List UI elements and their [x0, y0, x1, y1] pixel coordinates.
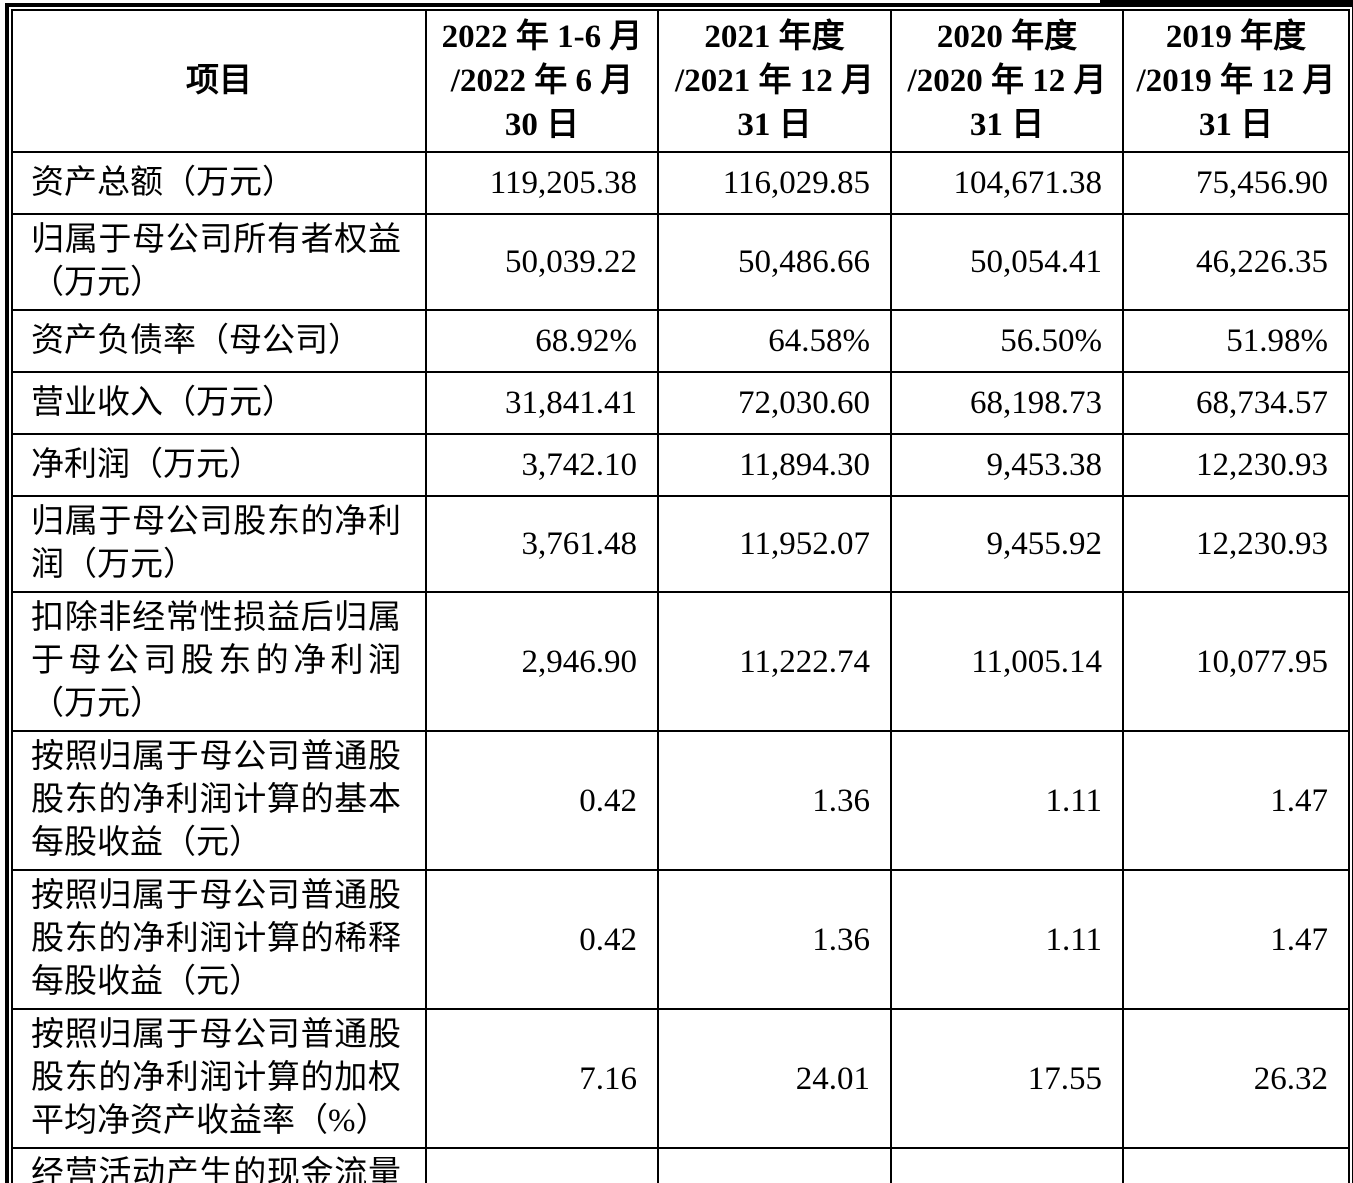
- value-cell: 0.42: [425, 730, 659, 871]
- value-cell: 1.11: [890, 730, 1124, 871]
- table-row-basic-eps: 按照归属于母公司普通股股东的净利润计算的基本每股收益（元） 0.42 1.36 …: [11, 730, 1350, 871]
- row-label: 按照归属于母公司普通股股东的净利润计算的稀释每股收益（元）: [11, 869, 427, 1010]
- header-period-2022: 2022 年 1-6 月 /2022 年 6 月 30 日: [425, 9, 659, 153]
- row-label: 归属于母公司股东的净利润（万元）: [11, 495, 427, 593]
- value-cell: 46,226.35: [1122, 213, 1350, 311]
- header-period-2021: 2021 年度 /2021 年 12 月 31 日: [657, 9, 892, 153]
- value-cell: 119,205.38: [425, 151, 659, 215]
- value-cell: 11,952.07: [657, 495, 892, 593]
- value-cell: 30,432.18: [890, 1147, 1124, 1183]
- value-cell: 26.32: [1122, 1008, 1350, 1149]
- value-cell: 15,613.51: [1122, 1147, 1350, 1183]
- value-cell: 68.92%: [425, 309, 659, 373]
- value-cell: 64.58%: [657, 309, 892, 373]
- value-cell: 1.36: [657, 869, 892, 1010]
- value-cell: 2,946.90: [425, 591, 659, 732]
- cropped-content-artifact: [1100, 0, 1353, 4]
- value-cell: 9,453.38: [890, 433, 1124, 497]
- value-cell: 7,609.77: [425, 1147, 659, 1183]
- table-row-parent-equity: 归属于母公司所有者权益（万元） 50,039.22 50,486.66 50,0…: [11, 213, 1350, 311]
- value-cell: 10,077.95: [1122, 591, 1350, 732]
- table-row-operating-cash-flow: 经营活动产生的现金流量净额（万元） 7,609.77 19,579.83 30,…: [11, 1147, 1350, 1183]
- row-label: 经营活动产生的现金流量净额（万元）: [11, 1147, 427, 1183]
- value-cell: 68,734.57: [1122, 371, 1350, 435]
- value-cell: 19,579.83: [657, 1147, 892, 1183]
- value-cell: 1.11: [890, 869, 1124, 1010]
- row-label: 扣除非经常性损益后归属于母公司股东的净利润（万元）: [11, 591, 427, 732]
- row-label: 净利润（万元）: [11, 433, 427, 497]
- row-label: 营业收入（万元）: [11, 371, 427, 435]
- value-cell: 75,456.90: [1122, 151, 1350, 215]
- table-row-revenue: 营业收入（万元） 31,841.41 72,030.60 68,198.73 6…: [11, 371, 1350, 435]
- value-cell: 3,761.48: [425, 495, 659, 593]
- table-row-deducted-net-profit: 扣除非经常性损益后归属于母公司股东的净利润（万元） 2,946.90 11,22…: [11, 591, 1350, 732]
- value-cell: 50,486.66: [657, 213, 892, 311]
- value-cell: 116,029.85: [657, 151, 892, 215]
- header-item: 项目: [11, 9, 427, 153]
- value-cell: 1.47: [1122, 869, 1350, 1010]
- header-period-2019: 2019 年度 /2019 年 12 月 31 日: [1122, 9, 1350, 153]
- table-row-debt-ratio: 资产负债率（母公司） 68.92% 64.58% 56.50% 51.98%: [11, 309, 1350, 373]
- value-cell: 12,230.93: [1122, 433, 1350, 497]
- table-row-weighted-roe: 按照归属于母公司普通股股东的净利润计算的加权平均净资产收益率（%） 7.16 2…: [11, 1008, 1350, 1149]
- value-cell: 3,742.10: [425, 433, 659, 497]
- row-label: 资产总额（万元）: [11, 151, 427, 215]
- row-label: 按照归属于母公司普通股股东的净利润计算的基本每股收益（元）: [11, 730, 427, 871]
- value-cell: 11,222.74: [657, 591, 892, 732]
- row-label: 资产负债率（母公司）: [11, 309, 427, 373]
- row-label: 归属于母公司所有者权益（万元）: [11, 213, 427, 311]
- value-cell: 31,841.41: [425, 371, 659, 435]
- value-cell: 51.98%: [1122, 309, 1350, 373]
- value-cell: 24.01: [657, 1008, 892, 1149]
- value-cell: 11,005.14: [890, 591, 1124, 732]
- value-cell: 72,030.60: [657, 371, 892, 435]
- header-period-2020: 2020 年度 /2020 年 12 月 31 日: [890, 9, 1124, 153]
- table-row-net-profit: 净利润（万元） 3,742.10 11,894.30 9,453.38 12,2…: [11, 433, 1350, 497]
- table-row-diluted-eps: 按照归属于母公司普通股股东的净利润计算的稀释每股收益（元） 0.42 1.36 …: [11, 869, 1350, 1010]
- value-cell: 7.16: [425, 1008, 659, 1149]
- value-cell: 56.50%: [890, 309, 1124, 373]
- value-cell: 0.42: [425, 869, 659, 1010]
- value-cell: 9,455.92: [890, 495, 1124, 593]
- financial-table-frame: 项目 2022 年 1-6 月 /2022 年 6 月 30 日 2021 年度…: [5, 3, 1353, 1183]
- financial-summary-table: 项目 2022 年 1-6 月 /2022 年 6 月 30 日 2021 年度…: [11, 9, 1350, 1183]
- table-row-parent-net-profit: 归属于母公司股东的净利润（万元） 3,761.48 11,952.07 9,45…: [11, 495, 1350, 593]
- value-cell: 50,054.41: [890, 213, 1124, 311]
- value-cell: 12,230.93: [1122, 495, 1350, 593]
- value-cell: 1.36: [657, 730, 892, 871]
- value-cell: 11,894.30: [657, 433, 892, 497]
- value-cell: 104,671.38: [890, 151, 1124, 215]
- value-cell: 17.55: [890, 1008, 1124, 1149]
- value-cell: 1.47: [1122, 730, 1350, 871]
- value-cell: 68,198.73: [890, 371, 1124, 435]
- header-row: 项目 2022 年 1-6 月 /2022 年 6 月 30 日 2021 年度…: [11, 9, 1350, 153]
- row-label: 按照归属于母公司普通股股东的净利润计算的加权平均净资产收益率（%）: [11, 1008, 427, 1149]
- table-row-total-assets: 资产总额（万元） 119,205.38 116,029.85 104,671.3…: [11, 151, 1350, 215]
- value-cell: 50,039.22: [425, 213, 659, 311]
